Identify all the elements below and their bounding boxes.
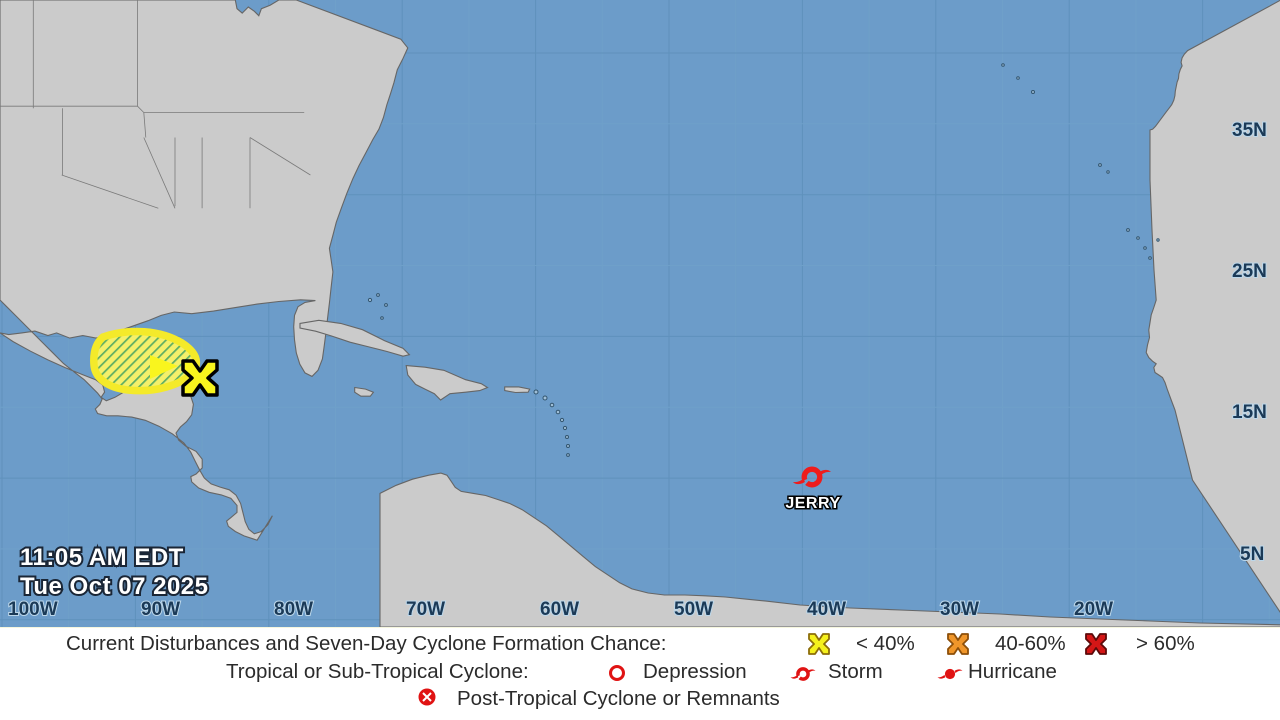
svg-text:Tropical or Sub-Tropical Cyclo: Tropical or Sub-Tropical Cyclone: xyxy=(226,660,529,683)
svg-text:Current Disturbances and Seven: Current Disturbances and Seven-Day Cyclo… xyxy=(66,632,666,655)
svg-text:Depression: Depression xyxy=(643,660,747,683)
svg-text:JERRY: JERRY xyxy=(785,495,840,512)
svg-text:Tue Oct 07 2025: Tue Oct 07 2025 xyxy=(20,573,208,600)
svg-text:40-60%: 40-60% xyxy=(995,632,1066,655)
svg-text:< 40%: < 40% xyxy=(856,632,915,655)
svg-text:Storm: Storm xyxy=(828,660,883,683)
svg-text:Hurricane: Hurricane xyxy=(968,660,1057,683)
svg-text:> 60%: > 60% xyxy=(1136,632,1195,655)
svg-text:Post-Tropical Cyclone or Remna: Post-Tropical Cyclone or Remnants xyxy=(457,687,780,710)
svg-text:11:05 AM EDT: 11:05 AM EDT xyxy=(20,544,184,571)
